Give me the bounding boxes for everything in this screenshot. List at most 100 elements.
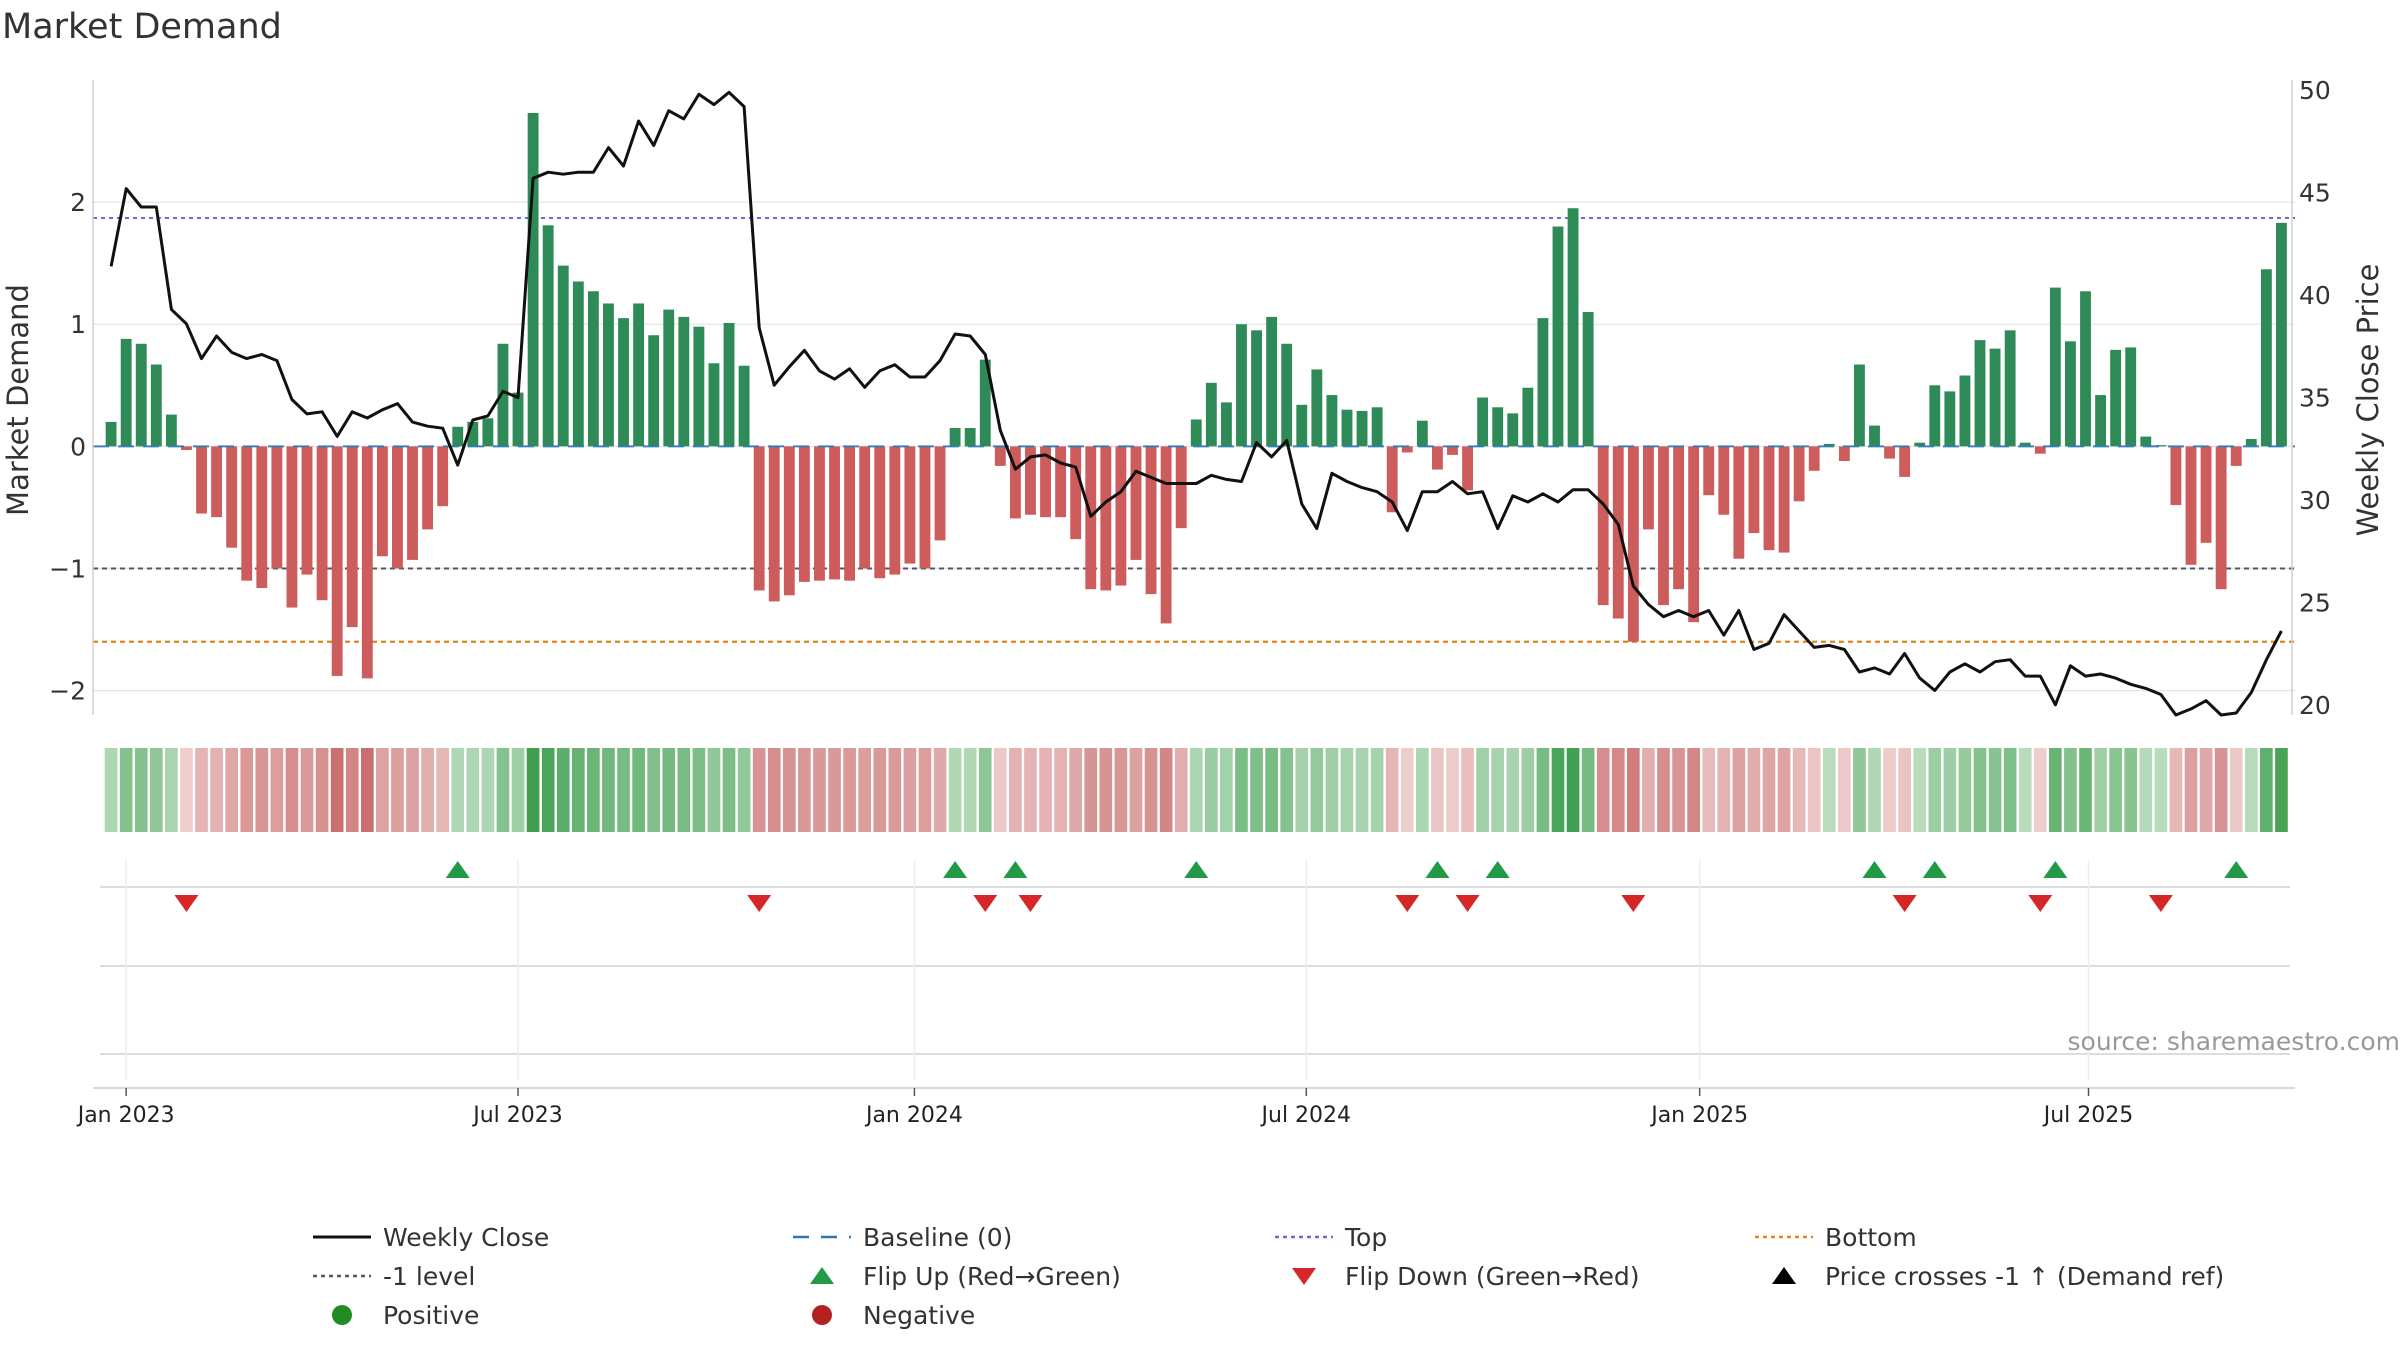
demand-bar	[1582, 312, 1594, 447]
heat-cell	[873, 748, 887, 832]
heat-cell	[1657, 748, 1670, 832]
legend-label: Flip Up (Red→Green)	[863, 1262, 1121, 1291]
heat-cell	[255, 748, 269, 832]
heat-cell	[1717, 748, 1731, 832]
heat-cell	[1084, 748, 1098, 832]
heat-cell	[1400, 748, 1414, 832]
demand-bar	[829, 446, 840, 580]
heat-cell	[1054, 748, 1067, 832]
heat-cell	[752, 748, 766, 832]
demand-bar	[150, 364, 162, 447]
heat-cell	[1370, 748, 1384, 832]
demand-bar	[633, 303, 645, 447]
demand-bar	[1884, 446, 1895, 459]
demand-bar	[1838, 446, 1850, 461]
right-axis-ticks: 20 25 30 35 40 45 50	[2299, 76, 2331, 720]
demand-bar	[1612, 446, 1624, 619]
demand-bar	[934, 446, 946, 541]
demand-bar	[572, 281, 584, 447]
demand-bar	[1537, 318, 1549, 447]
demand-bar	[1733, 446, 1745, 559]
demand-bar	[1266, 316, 1278, 447]
legend-item: Bottom	[1755, 1223, 1917, 1252]
heat-cell	[270, 748, 284, 832]
demand-bar	[1326, 395, 1338, 447]
demand-bar	[422, 446, 434, 530]
demand-bar	[527, 112, 539, 447]
demand-bar	[919, 446, 931, 569]
heat-cell	[571, 748, 585, 832]
heat-cell	[225, 748, 238, 832]
heat-cell	[2169, 748, 2183, 832]
demand-bar	[1673, 446, 1684, 590]
demand-bar	[768, 446, 780, 602]
heat-cell	[1777, 748, 1791, 832]
heat-cell	[1883, 748, 1896, 832]
demand-bar	[2049, 287, 2061, 447]
heat-cell	[2049, 748, 2062, 832]
heat-cell	[1220, 748, 1233, 832]
demand-bar	[979, 359, 991, 447]
flip-down-marker	[2148, 895, 2173, 912]
demand-bar	[1100, 446, 1112, 591]
flip-down-marker	[1621, 895, 1646, 912]
legend-label: Negative	[863, 1301, 975, 1330]
heat-cell	[1144, 748, 1158, 832]
heat-cell	[782, 748, 796, 832]
heat-cell	[2064, 748, 2077, 832]
heat-cell	[1355, 748, 1369, 832]
heat-cell	[2154, 748, 2168, 832]
heat-cell	[843, 748, 856, 832]
demand-bar	[165, 414, 177, 447]
heat-cell	[677, 748, 691, 832]
demand-bar	[1853, 364, 1865, 447]
flip-up-marker	[1184, 861, 1209, 878]
heat-cell	[1566, 748, 1580, 832]
legend-label: Weekly Close	[383, 1223, 549, 1252]
heat-cell	[1853, 748, 1866, 832]
heat-cell	[978, 748, 992, 832]
heat-cell	[1958, 748, 1972, 832]
right-axis-label: Weekly Close Price	[2351, 264, 2385, 537]
heat-cell	[1205, 748, 1218, 832]
demand-bar	[2110, 349, 2122, 447]
heat-cell	[1536, 748, 1550, 832]
demand-bar	[1552, 226, 1564, 447]
heat-cell	[1114, 748, 1128, 832]
demand-heat-strip	[104, 748, 2288, 832]
heat-cell	[1687, 748, 1700, 832]
heat-cell	[496, 748, 510, 832]
flip-up-marker	[2224, 861, 2249, 878]
heat-cell	[1325, 748, 1339, 832]
heat-cell	[511, 748, 525, 832]
flip-up-marker	[1425, 861, 1450, 878]
demand-bar	[1959, 375, 1971, 447]
heat-cell	[662, 748, 676, 832]
demand-bar	[1311, 369, 1323, 447]
heat-cell	[632, 748, 645, 832]
heat-cell	[2079, 748, 2092, 832]
heat-cell	[119, 748, 133, 832]
legend-item: Baseline (0)	[793, 1223, 1012, 1252]
heat-cell	[1943, 748, 1957, 832]
demand-bar	[437, 446, 449, 507]
heat-cell	[406, 748, 419, 832]
heat-cell	[1521, 748, 1535, 832]
heat-cell	[1792, 748, 1806, 832]
heat-cell	[2124, 748, 2138, 832]
demand-bar	[301, 446, 313, 575]
demand-bar	[181, 446, 192, 451]
demand-bar	[678, 316, 690, 447]
demand-bar	[1929, 385, 1941, 447]
heat-cell	[828, 748, 841, 832]
demand-bar	[693, 326, 705, 447]
demand-bar	[2215, 446, 2227, 590]
legend-item: Negative	[812, 1301, 975, 1330]
demand-bar	[1236, 324, 1247, 447]
heat-cell	[1069, 748, 1083, 832]
demand-bar	[1416, 420, 1428, 447]
legend-label: Flip Down (Green→Red)	[1345, 1262, 1640, 1291]
heat-cell	[285, 748, 299, 832]
heat-cell	[421, 748, 434, 832]
heat-cell	[2214, 748, 2228, 832]
